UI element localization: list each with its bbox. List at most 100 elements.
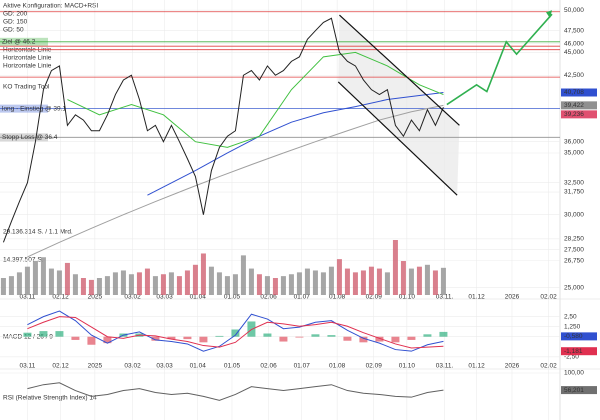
x-tick-label: 2026: [505, 294, 520, 301]
x-tick-label: 2025: [88, 363, 103, 370]
volume-bar: [432, 270, 438, 295]
volume-bar: [296, 272, 302, 295]
volume-bar: [72, 274, 78, 295]
x-tick-label: 2025: [88, 294, 103, 301]
y-tick-label: 42,500: [564, 72, 584, 79]
volume-bar: [280, 276, 286, 295]
x-tick-label: 02.02: [540, 294, 557, 301]
forecast-arrowhead: [546, 10, 552, 19]
x-tick-label: 01.05: [224, 294, 241, 301]
volume-bar: [40, 257, 46, 295]
macd-histogram-bar: [23, 332, 32, 337]
price-tag: [561, 88, 597, 97]
macd-histogram-bar: [87, 336, 96, 345]
macd-tag-label: -0,580: [564, 333, 583, 340]
macd-title: MACD 12 / 26 / 9: [3, 334, 53, 341]
y-tick-label: 28,250: [564, 236, 584, 243]
y-tick-label: 31,750: [564, 189, 584, 196]
volume-bar: [136, 272, 142, 295]
level-tag: [0, 37, 48, 46]
x-tick-label: 01.04: [190, 363, 207, 370]
level-label: Horizontale Linie: [3, 63, 52, 70]
volume-bar: [48, 268, 54, 295]
volume-bar: [304, 268, 310, 295]
x-tick-label: 02.12: [52, 294, 69, 301]
level-tag: [0, 104, 48, 113]
y-tick-label: 36,000: [564, 138, 584, 145]
x-tick-label: 01.04: [190, 294, 207, 301]
legend-entry: GD: 50: [3, 27, 24, 34]
y-tick-label: 30,000: [564, 211, 584, 218]
rsi-line: [27, 382, 444, 401]
volume-bar: [392, 240, 398, 295]
y-tick-label: 35,000: [564, 150, 584, 157]
volume-bar: [384, 272, 390, 295]
x-tick-label: 03.03: [156, 294, 173, 301]
legend-entry: GD: 200: [3, 11, 28, 18]
x-tick-label: 03.11: [20, 294, 36, 301]
y-tick-label: 25,000: [564, 284, 584, 291]
volume-bar: [272, 278, 278, 295]
volume-bar: [224, 276, 230, 295]
y-tick-label: 47,500: [564, 27, 584, 34]
x-tick-label: 01.05: [224, 363, 241, 370]
macd-histogram-bar: [199, 336, 208, 343]
volume-bar: [240, 255, 246, 295]
x-tick-label: 03.11.: [436, 363, 454, 370]
volume-bar: [232, 274, 238, 295]
y-tick-label: 26,750: [564, 257, 584, 264]
rsi-title: RSI (Relative Strength Index) 14: [3, 395, 97, 402]
level-label: Stopp Loss @ 36.4: [2, 134, 58, 141]
volume-bar: [192, 264, 198, 295]
macd-tag: [561, 347, 597, 356]
volume-bar: [256, 274, 262, 295]
price-tag-label: 40,708: [564, 89, 584, 96]
volume-bar: [440, 267, 446, 295]
macd-histogram-bar: [359, 336, 368, 343]
volume-bar: [96, 278, 102, 295]
level-label: Horizontale Linie: [3, 55, 52, 62]
forecast-line: [446, 13, 553, 106]
macd-line: [27, 310, 444, 352]
channel-area: [338, 15, 460, 196]
y-tick-label: 100,00: [564, 370, 584, 377]
y-tick-label: 50,000: [564, 7, 584, 14]
macd-histogram-bar: [343, 336, 352, 341]
y-tick-label: -2,50: [564, 354, 579, 361]
volume-bar: [312, 270, 318, 295]
volume-bar: [168, 272, 174, 295]
volume-bar: [408, 268, 414, 295]
price-line: [2, 17, 444, 243]
macd-histogram-bar: [183, 336, 192, 340]
moving-average: [147, 92, 444, 196]
x-tick-label: 02.06: [260, 294, 277, 301]
legend-entry: GD: 150: [3, 19, 28, 26]
channel-line: [339, 14, 460, 126]
volume-bar: [160, 274, 166, 295]
channel-line: [337, 81, 458, 196]
volume-bar: [120, 270, 126, 295]
macd-histogram-bar: [215, 335, 224, 337]
volume-bar: [64, 262, 70, 295]
x-tick-label: 02.09: [366, 294, 383, 301]
rsi-tag-label: 56,201: [564, 387, 584, 394]
volume-bar: [152, 276, 158, 295]
x-tick-label: 03.02: [124, 294, 141, 301]
x-tick-label: 02.12: [52, 363, 69, 370]
macd-histogram-bar: [311, 334, 320, 337]
x-tick-label: 01.07: [294, 363, 311, 370]
volume-bar: [376, 268, 382, 295]
volume-bar: [24, 266, 30, 295]
moving-average: [27, 104, 444, 258]
x-tick-label: 01.12: [468, 363, 485, 370]
volume-bar: [264, 276, 270, 295]
macd-histogram-bar: [167, 336, 176, 340]
rsi-tag: [561, 386, 597, 395]
volume-bar: [344, 268, 350, 295]
x-tick-label: 01.10: [399, 363, 416, 370]
x-tick-label: 03.02: [124, 363, 141, 370]
volume-bar: [400, 261, 406, 295]
volume-bar: [208, 266, 214, 295]
volume-bar: [200, 253, 206, 295]
